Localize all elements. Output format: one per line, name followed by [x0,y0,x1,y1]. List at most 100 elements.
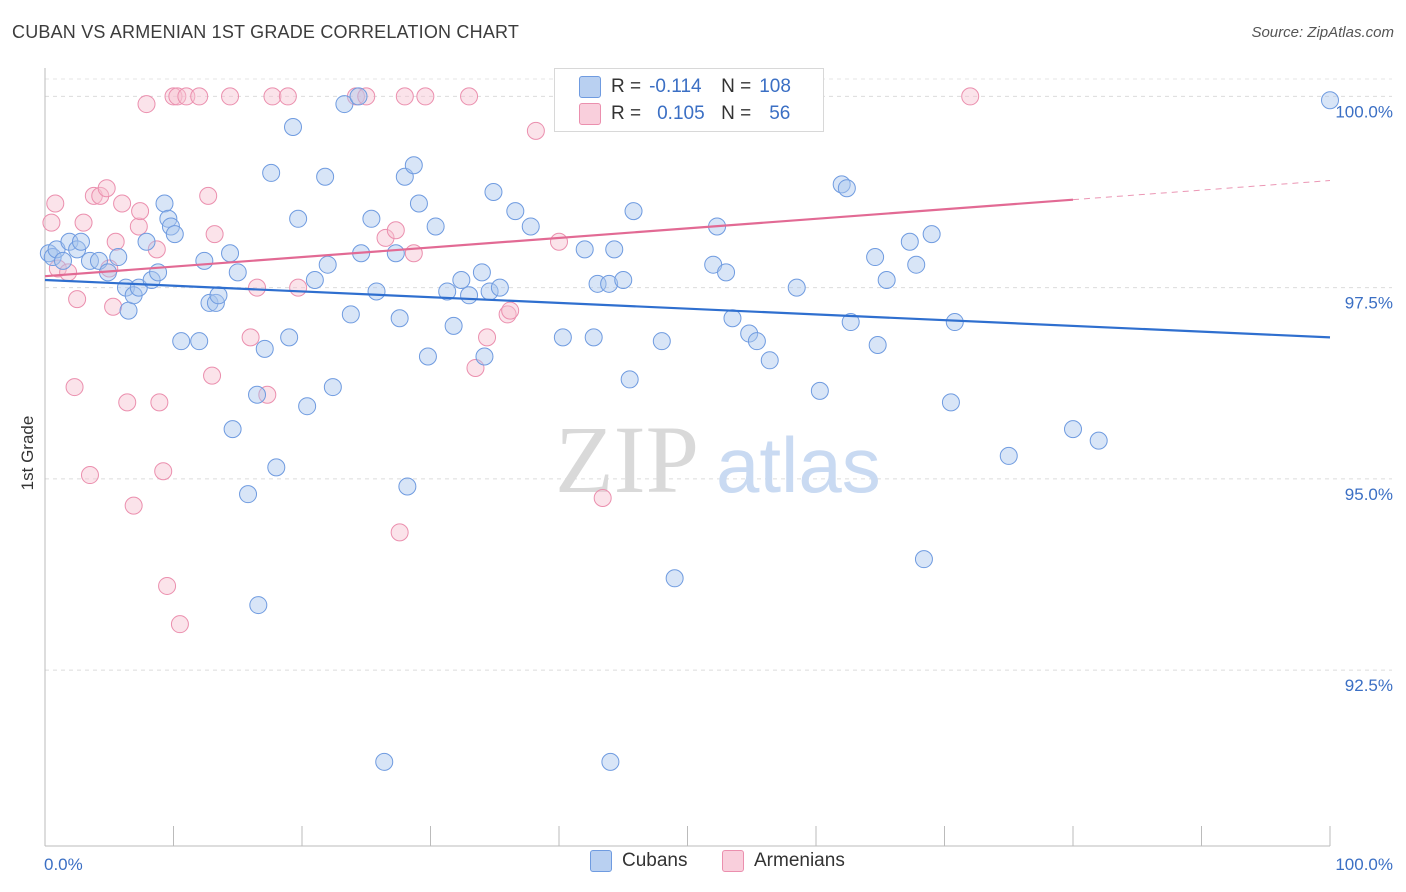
cuban-point [375,752,394,771]
cuban-point [601,752,620,771]
cuban-point [404,156,423,175]
cuban-point [438,282,457,301]
cubans-points [39,87,1339,771]
armenian-point [390,523,409,542]
cuban-point [284,118,303,137]
legend-n-value: 108 [759,76,791,97]
armenian-point [526,121,545,140]
armenian-point [961,87,980,106]
axes [44,68,1331,847]
series-legend: Cubans Armenians [0,850,1406,878]
cuban-point [837,179,856,198]
legend-item-armenians[interactable]: Armenians [722,850,845,872]
cuban-point [390,309,409,328]
cuban-point [223,420,242,439]
y-tick-label: 100.0% [1335,102,1393,121]
cuban-point [999,446,1018,465]
armenians-trend-extension [1072,180,1331,201]
cuban-point [228,263,247,282]
cuban-point [362,209,381,228]
armenian-point [416,87,435,106]
legend-row-armenians: R = 0.105 N = 56 [579,101,790,127]
cuban-point [155,194,174,213]
cuban-point [280,328,299,347]
legend-item-label: Cubans [622,850,688,871]
armenian-point [124,496,143,515]
armenian-point [205,225,224,244]
armenian-point [42,213,61,232]
cuban-point [316,167,335,186]
x-tick-label: 0.0% [44,855,83,874]
cuban-point [868,336,887,355]
legend-item-cubans[interactable]: Cubans [590,850,688,872]
cuban-point [941,393,960,412]
armenian-point [550,232,568,251]
cuban-point [1089,431,1108,450]
grid-lines [45,78,1392,671]
legend-r-value: -0.114 [649,76,702,97]
cuban-point [386,244,405,263]
cuban-point [472,263,491,282]
armenian-point [106,232,125,251]
cuban-point [248,385,267,404]
cuban-point [747,332,766,351]
cuban-point [255,339,274,358]
cuban-point [444,316,463,335]
y-tick-label: 95.0% [1345,485,1393,504]
armenian-point [170,615,189,634]
armenian-point [177,87,196,106]
armenian-point [80,466,99,485]
cuban-point [922,225,941,244]
watermark-atlas: atlas [716,421,881,509]
cuban-point [267,458,286,477]
cuban-point [221,244,240,263]
cuban-point [723,309,742,328]
tick-labels: 92.5% 95.0% 97.5% 100.0% 0.0% 100.0% [44,102,1393,874]
armenians-legend-swatch [722,850,744,872]
legend-r-label: R = [611,76,642,97]
source-label: Source: ZipAtlas.com [1251,24,1394,41]
cuban-point [484,183,503,202]
armenian-point [147,240,166,259]
cuban-point [109,248,128,267]
watermark: ZIP atlas [555,406,881,513]
cuban-point [262,163,281,182]
cuban-point [575,240,594,259]
x-tick-label: 100.0% [1335,855,1393,874]
cuban-point [367,282,386,301]
cuban-point [190,332,209,351]
cuban-point [584,328,603,347]
cuban-point [335,95,354,114]
cuban-point [298,397,317,416]
cuban-point [740,324,759,343]
armenian-point [460,87,479,106]
armenian-point [113,194,132,213]
armenian-point [248,278,267,297]
stats-legend: R = -0.114 N = 108 R = 0.105 N = 56 [554,68,824,132]
armenian-point [68,290,87,309]
cuban-point [490,278,509,297]
cuban-point [418,347,437,366]
cuban-point [1064,420,1082,439]
armenian-point [154,462,173,481]
cuban-point [426,217,445,236]
armenian-point [91,186,110,205]
armenian-point [46,194,65,213]
armenians-swatch [579,103,601,125]
y-tick-label: 92.5% [1345,676,1393,695]
cuban-point [624,202,643,221]
armenian-point [137,95,156,114]
armenian-point [221,87,240,106]
armenian-point [97,179,116,198]
cuban-point [119,301,138,320]
cuban-point [600,274,619,293]
armenian-point [190,87,209,106]
cuban-point [614,270,633,289]
cuban-point [398,477,417,496]
cuban-point [717,263,736,282]
legend-item-label: Armenians [754,850,845,871]
armenian-point [118,393,137,412]
cuban-point [900,232,919,251]
cuban-point [71,232,90,251]
cuban-point [323,378,342,397]
